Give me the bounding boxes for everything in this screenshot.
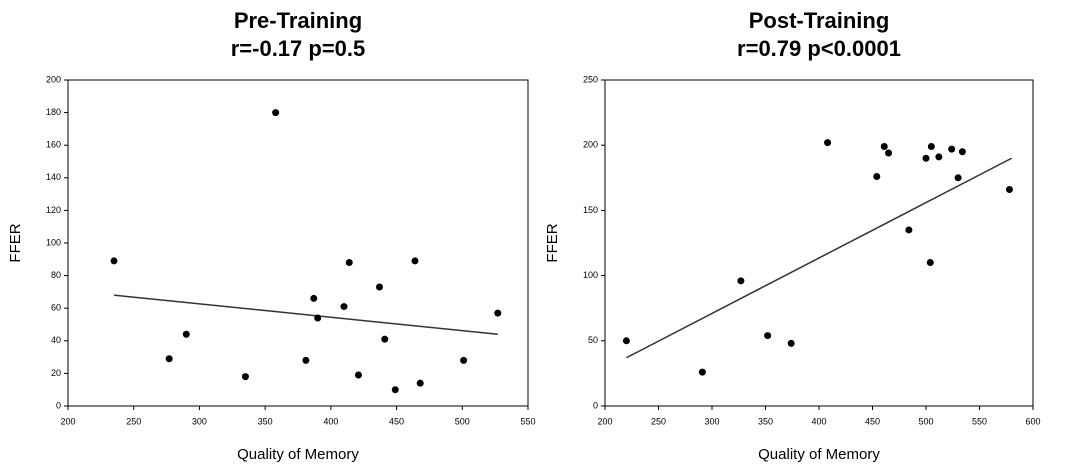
x-tick-label: 450 (389, 416, 404, 426)
data-point (110, 257, 118, 265)
trend-line (626, 157, 1012, 359)
data-point (375, 283, 383, 291)
data-point (241, 373, 249, 381)
y-tick-label: 60 (51, 303, 61, 313)
data-point (824, 139, 832, 147)
x-axis-label: Quality of Memory (237, 446, 359, 463)
data-point (354, 371, 362, 379)
data-point (182, 330, 190, 338)
y-axis-label: FFER (7, 223, 24, 262)
data-point (1005, 186, 1013, 194)
x-tick-label: 350 (258, 416, 273, 426)
x-tick-label: 400 (811, 416, 826, 426)
x-tick-label: 500 (918, 416, 933, 426)
data-point (345, 259, 353, 267)
data-point (880, 143, 888, 151)
x-tick-label: 300 (192, 416, 207, 426)
data-point (411, 257, 419, 265)
x-tick-label: 600 (1025, 416, 1040, 426)
y-tick-label: 100 (46, 237, 61, 247)
y-tick-label: 150 (583, 205, 598, 215)
y-tick-label: 200 (583, 140, 598, 150)
data-point (698, 368, 706, 376)
y-tick-label: 200 (46, 74, 61, 84)
y-tick-label: 120 (46, 205, 61, 215)
y-tick-label: 50 (588, 335, 598, 345)
data-point (381, 335, 389, 343)
data-point (272, 109, 280, 117)
data-point (460, 356, 468, 364)
x-axis-label: Quality of Memory (758, 446, 880, 463)
data-point (340, 303, 348, 311)
data-point (927, 143, 935, 151)
chart-subtitle: r=-0.17 p=0.5 (231, 36, 366, 61)
data-point (787, 339, 795, 347)
y-tick-label: 20 (51, 368, 61, 378)
y-tick-label: 140 (46, 172, 61, 182)
data-point (922, 154, 930, 162)
x-tick-label: 550 (972, 416, 987, 426)
y-tick-label: 80 (51, 270, 61, 280)
data-point (314, 314, 322, 322)
x-tick-label: 450 (865, 416, 880, 426)
plot-frame (604, 79, 1034, 407)
data-point (737, 277, 745, 285)
plot-frame (67, 79, 529, 407)
data-point (302, 356, 310, 364)
y-axis-label: FFER (544, 223, 561, 262)
data-point (764, 332, 772, 340)
data-point (958, 148, 966, 156)
data-point (954, 174, 962, 182)
x-tick-label: 500 (455, 416, 470, 426)
data-point (926, 259, 934, 267)
y-tick-label: 100 (583, 270, 598, 280)
data-point (391, 386, 399, 394)
x-tick-label: 200 (597, 416, 612, 426)
data-point (494, 309, 502, 317)
x-tick-label: 300 (704, 416, 719, 426)
data-point (622, 337, 630, 345)
data-point (948, 145, 956, 153)
y-tick-label: 250 (583, 74, 598, 84)
data-point (905, 226, 913, 234)
y-tick-label: 160 (46, 140, 61, 150)
data-point (935, 153, 943, 161)
trend-line (113, 294, 498, 336)
y-tick-label: 40 (51, 335, 61, 345)
chart-subtitle: r=0.79 p<0.0001 (737, 36, 901, 61)
y-tick-label: 0 (593, 400, 598, 410)
y-tick-label: 180 (46, 107, 61, 117)
x-tick-label: 200 (60, 416, 75, 426)
chart-title: Post-Training (749, 8, 890, 33)
x-tick-label: 550 (520, 416, 535, 426)
data-point (416, 379, 424, 387)
x-tick-label: 250 (651, 416, 666, 426)
x-tick-label: 400 (323, 416, 338, 426)
data-point (165, 355, 173, 363)
x-tick-label: 350 (758, 416, 773, 426)
data-point (310, 294, 318, 302)
y-tick-label: 0 (56, 400, 61, 410)
data-point (873, 172, 881, 180)
x-tick-label: 250 (126, 416, 141, 426)
data-point (885, 149, 893, 157)
chart-title: Pre-Training (234, 8, 362, 33)
